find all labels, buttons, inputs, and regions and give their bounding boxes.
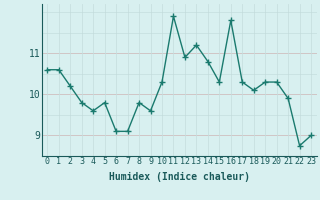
X-axis label: Humidex (Indice chaleur): Humidex (Indice chaleur) [109,172,250,182]
